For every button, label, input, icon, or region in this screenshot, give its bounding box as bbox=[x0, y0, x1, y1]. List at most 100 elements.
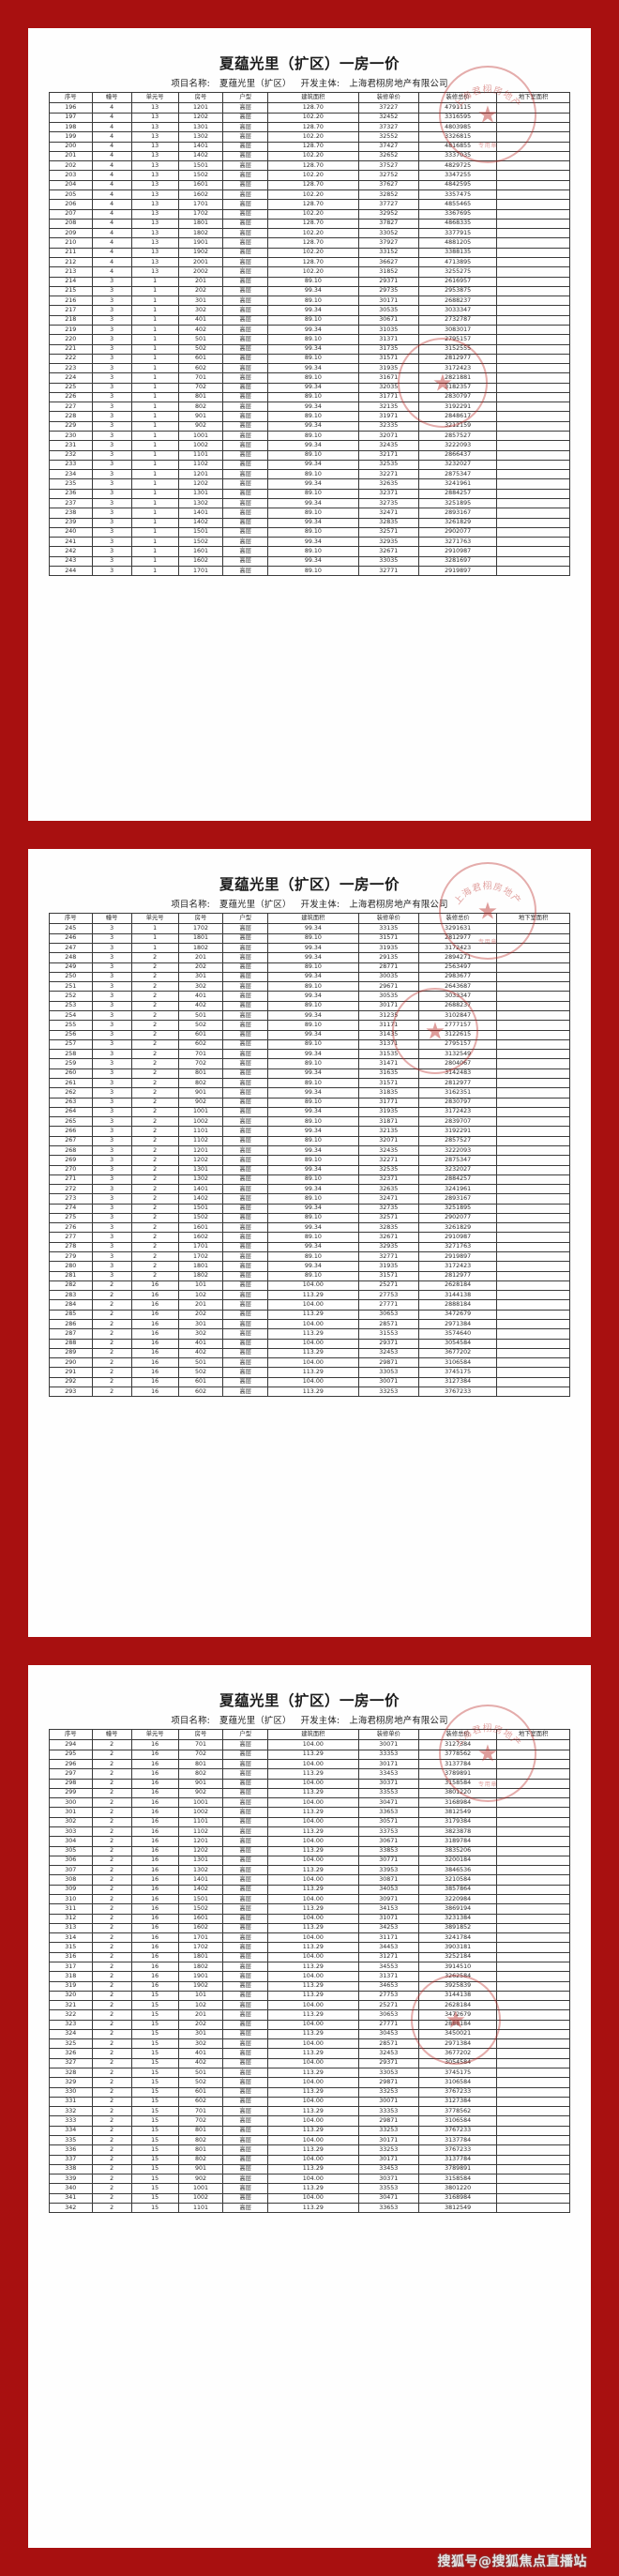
table-cell: 89.10 bbox=[267, 295, 359, 307]
table-cell: 2 bbox=[91, 1951, 132, 1962]
table-row: 281 3 2 1802 高层 89.10 31571 2812977 bbox=[49, 1270, 570, 1281]
table-cell: 13 bbox=[130, 131, 179, 143]
table-cell: 16 bbox=[130, 1922, 179, 1934]
table-cell: 1 bbox=[130, 295, 179, 307]
table-cell: 3326815 bbox=[417, 131, 498, 143]
table-row: 323 2 15 202 高层 104.00 27771 2888184 bbox=[49, 2019, 570, 2030]
table-cell: 1602 bbox=[177, 1232, 224, 1243]
table-cell: 104.00 bbox=[267, 2115, 359, 2127]
table-cell: 89.10 bbox=[267, 1097, 359, 1108]
table-cell: 292 bbox=[49, 1376, 93, 1387]
table-row: 230 3 1 1001 高层 89.10 32071 2857527 bbox=[49, 431, 570, 442]
table-cell: 3 bbox=[91, 981, 132, 993]
table-cell: 2732787 bbox=[417, 314, 498, 326]
table-cell: 247 bbox=[49, 943, 93, 954]
table-cell: 302 bbox=[49, 1816, 93, 1828]
table-cell bbox=[496, 1135, 570, 1146]
table-cell: 291 bbox=[49, 1367, 93, 1378]
table-cell: 1601 bbox=[177, 179, 224, 191]
table-cell: 高层 bbox=[222, 498, 269, 509]
table-cell bbox=[496, 266, 570, 278]
table-cell: 16 bbox=[130, 1386, 179, 1398]
table-cell bbox=[496, 1932, 570, 1944]
table-cell: 16 bbox=[130, 1797, 179, 1809]
table-cell: 3261829 bbox=[417, 517, 498, 528]
table-cell: 高层 bbox=[222, 2192, 269, 2204]
table-cell: 254 bbox=[49, 1010, 93, 1022]
table-cell: 2 bbox=[91, 1386, 132, 1398]
table-cell: 3241784 bbox=[417, 1932, 498, 1944]
table-row: 231 3 1 1002 高层 99.34 32435 3222093 bbox=[49, 440, 570, 451]
table-cell bbox=[496, 363, 570, 374]
table-cell: 3677202 bbox=[417, 1347, 498, 1359]
table-cell bbox=[496, 1020, 570, 1031]
table-cell: 89.10 bbox=[267, 962, 359, 973]
table-cell: 高层 bbox=[222, 1922, 269, 1934]
table-cell: 3222093 bbox=[417, 1144, 498, 1157]
table-cell: 3054584 bbox=[417, 2057, 498, 2069]
table-cell: 238 bbox=[49, 508, 93, 519]
table-cell bbox=[496, 1038, 570, 1051]
table-cell: 16 bbox=[130, 1299, 179, 1311]
table-cell: 1 bbox=[130, 932, 179, 945]
table-cell bbox=[496, 1826, 570, 1838]
table-cell: 29371 bbox=[357, 276, 419, 287]
table-cell: 高层 bbox=[222, 1097, 269, 1108]
table-cell: 34553 bbox=[357, 1961, 419, 1973]
table-cell: 高层 bbox=[222, 1845, 269, 1856]
table-cell: 33053 bbox=[357, 1367, 419, 1378]
table-cell: 2688237 bbox=[417, 1000, 498, 1012]
table-cell bbox=[496, 2106, 570, 2117]
table-cell: 801 bbox=[177, 391, 224, 403]
table-cell: 32852 bbox=[357, 189, 419, 201]
table-cell: 3767233 bbox=[417, 1386, 498, 1398]
table-cell: 高层 bbox=[222, 1759, 269, 1770]
table-cell: 2 bbox=[91, 1280, 132, 1292]
table-cell: 338 bbox=[49, 2163, 93, 2175]
table-cell bbox=[496, 1174, 570, 1186]
table-cell: 89.10 bbox=[267, 1058, 359, 1069]
table-cell: 3677202 bbox=[417, 2048, 498, 2059]
table-cell: 3812549 bbox=[417, 1807, 498, 1818]
table-cell: 3252184 bbox=[417, 1951, 498, 1962]
table-row: 321 2 15 102 高层 104.00 25271 2628184 bbox=[49, 2000, 570, 2011]
table-cell bbox=[496, 2009, 570, 2021]
table-cell: 1102 bbox=[177, 1135, 224, 1146]
table-cell: 3574640 bbox=[417, 1328, 498, 1340]
table-cell: 2830797 bbox=[417, 391, 498, 403]
table-cell bbox=[496, 1232, 570, 1243]
table-cell bbox=[496, 1376, 570, 1387]
table-row: 241 3 1 1502 高层 99.34 32935 3271763 bbox=[49, 537, 570, 548]
table-row: 299 2 16 902 高层 113.29 33553 3801220 bbox=[49, 1787, 570, 1799]
table-cell: 高层 bbox=[222, 962, 269, 973]
table-cell: 高层 bbox=[222, 208, 269, 220]
table-cell: 高层 bbox=[222, 228, 269, 239]
table-cell: 3033347 bbox=[417, 991, 498, 1002]
table-row: 285 2 16 202 高层 113.29 30653 3472679 bbox=[49, 1309, 570, 1321]
table-cell: 316 bbox=[49, 1951, 93, 1962]
table-cell: 高层 bbox=[222, 1807, 269, 1818]
table-cell: 3 bbox=[91, 1106, 132, 1118]
table-cell: 801 bbox=[177, 2125, 224, 2137]
table-cell: 高层 bbox=[222, 1855, 269, 1867]
table-cell: 13 bbox=[130, 237, 179, 249]
table-cell: 210 bbox=[49, 237, 93, 249]
table-cell: 202 bbox=[177, 1309, 224, 1321]
table-row: 255 3 2 502 高层 89.10 31171 2777157 bbox=[49, 1020, 570, 1031]
table-row: 334 2 15 801 高层 113.29 33253 3767233 bbox=[49, 2125, 570, 2137]
table-row: 331 2 15 602 高层 104.00 30071 3127384 bbox=[49, 2096, 570, 2108]
table-cell: 99.34 bbox=[267, 440, 359, 451]
table-cell: 2 bbox=[91, 1893, 132, 1905]
table-cell: 1102 bbox=[177, 1826, 224, 1838]
table-cell: 1 bbox=[130, 449, 179, 461]
table-cell: 32135 bbox=[357, 402, 419, 413]
table-cell: 1002 bbox=[177, 440, 224, 451]
table-cell: 274 bbox=[49, 1203, 93, 1214]
table-cell: 3 bbox=[91, 537, 132, 548]
table-row: 338 2 15 901 高层 113.29 33453 3789891 bbox=[49, 2163, 570, 2175]
table-cell: 99.34 bbox=[267, 324, 359, 336]
table-row: 216 3 1 301 高层 89.10 30171 2688237 bbox=[49, 295, 570, 307]
table-cell: 312 bbox=[49, 1913, 93, 1924]
table-cell: 34653 bbox=[357, 1980, 419, 1992]
table-cell: 32571 bbox=[357, 526, 419, 538]
